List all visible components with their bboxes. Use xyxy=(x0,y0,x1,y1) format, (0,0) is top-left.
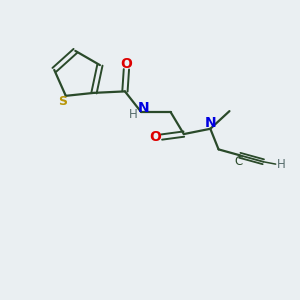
Text: S: S xyxy=(58,94,67,108)
Text: O: O xyxy=(149,130,161,144)
Text: H: H xyxy=(128,108,137,122)
Text: C: C xyxy=(234,155,242,168)
Text: H: H xyxy=(277,158,285,171)
Text: O: O xyxy=(121,57,132,71)
Text: N: N xyxy=(138,101,149,116)
Text: N: N xyxy=(205,116,216,130)
